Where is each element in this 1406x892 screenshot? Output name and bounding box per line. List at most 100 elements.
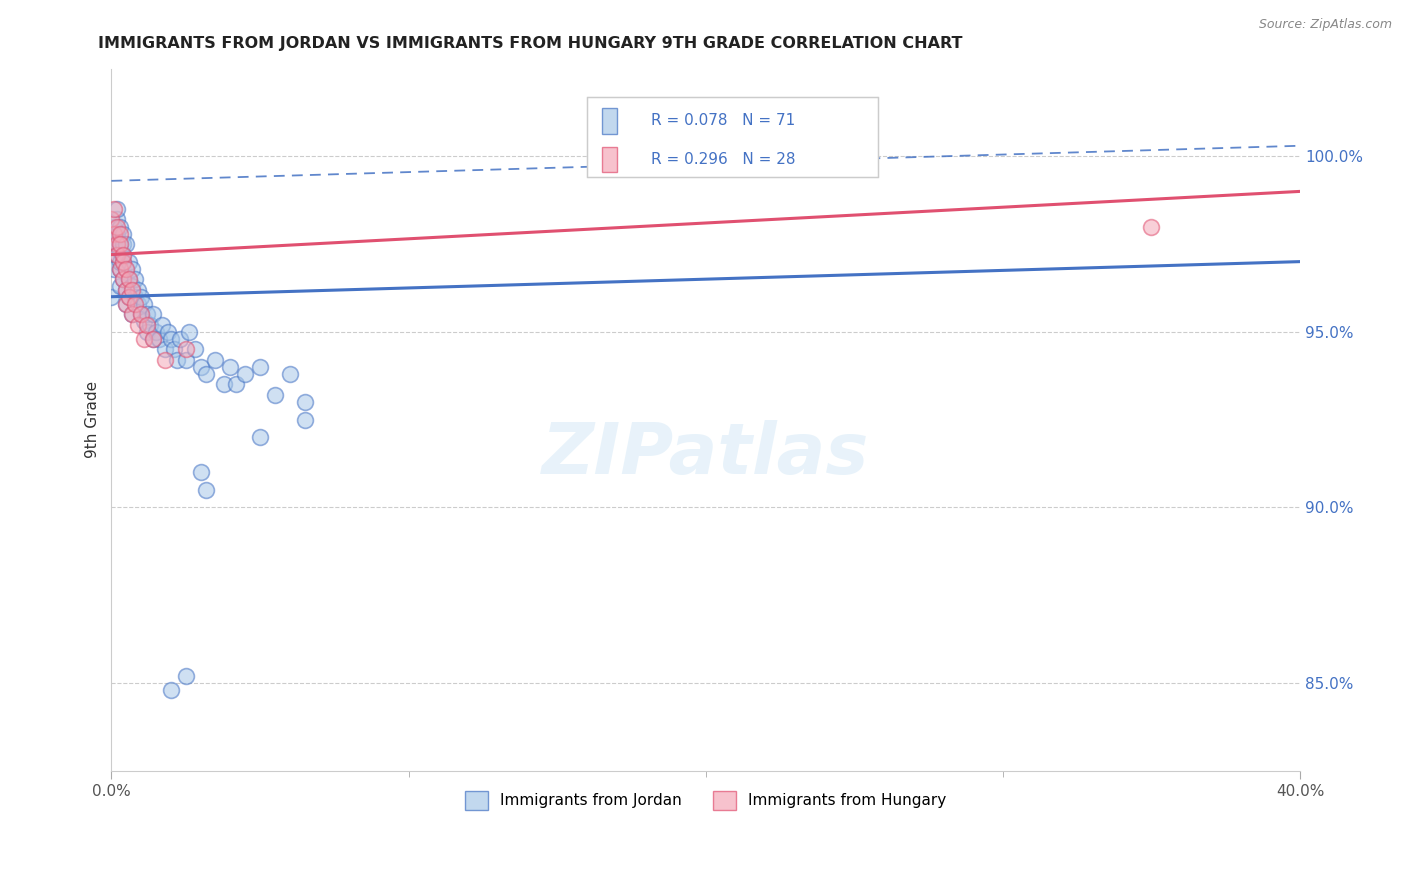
Point [105, 237, 128, 252]
Point [139, 318, 162, 332]
Point [156, 325, 179, 339]
Point [214, 377, 236, 392]
Point [142, 332, 165, 346]
Point [105, 202, 128, 216]
Point [100, 212, 122, 227]
Point [103, 202, 125, 216]
Point [132, 297, 155, 311]
Point [294, 412, 316, 426]
Point [118, 272, 141, 286]
Point [204, 352, 226, 367]
Point [110, 237, 132, 252]
Point [177, 325, 200, 339]
Point [195, 367, 218, 381]
Point [105, 212, 128, 227]
Point [115, 283, 138, 297]
Text: IMMIGRANTS FROM JORDAN VS IMMIGRANTS FROM HUNGARY 9TH GRADE CORRELATION CHART: IMMIGRANTS FROM JORDAN VS IMMIGRANTS FRO… [98, 36, 963, 51]
Point [110, 219, 132, 234]
Point [129, 307, 152, 321]
Point [195, 483, 218, 497]
Point [112, 247, 135, 261]
Point [121, 307, 143, 321]
Point [105, 227, 128, 241]
Point [121, 279, 143, 293]
Point [115, 261, 138, 276]
Point [121, 283, 143, 297]
Point [263, 388, 285, 402]
Point [142, 332, 165, 346]
Point [103, 261, 125, 276]
Point [233, 367, 256, 381]
Point [136, 318, 159, 332]
Point [160, 682, 183, 697]
Point [249, 430, 271, 444]
Point [121, 261, 143, 276]
Point [278, 367, 301, 381]
Point [153, 352, 176, 367]
Point [112, 272, 135, 286]
Point [110, 261, 132, 276]
Point [103, 227, 125, 241]
Point [110, 227, 132, 241]
Point [112, 272, 135, 286]
Point [150, 318, 173, 332]
Point [110, 254, 132, 268]
Point [112, 254, 135, 268]
Point [190, 359, 212, 374]
Point [105, 219, 128, 234]
Point [124, 272, 146, 286]
Point [153, 343, 176, 357]
Point [100, 290, 122, 304]
Point [112, 237, 135, 252]
Text: Source: ZipAtlas.com: Source: ZipAtlas.com [1258, 18, 1392, 31]
Point [190, 465, 212, 479]
Point [145, 325, 167, 339]
Point [294, 395, 316, 409]
Point [129, 307, 152, 321]
Point [112, 227, 135, 241]
Point [124, 290, 146, 304]
Point [132, 314, 155, 328]
Point [115, 237, 138, 252]
Point [118, 254, 141, 268]
Point [110, 261, 132, 276]
Point [121, 307, 143, 321]
Point [110, 237, 132, 252]
Point [174, 669, 197, 683]
Point [183, 343, 205, 357]
Point [127, 283, 149, 297]
Point [129, 290, 152, 304]
Point [115, 283, 138, 297]
Point [103, 219, 125, 234]
Point [118, 290, 141, 304]
Point [163, 343, 186, 357]
Point [105, 247, 128, 261]
Point [127, 297, 149, 311]
Point [115, 261, 138, 276]
Point [166, 352, 188, 367]
Text: ZIPatlas: ZIPatlas [543, 420, 869, 489]
Point [174, 343, 197, 357]
Point [103, 237, 125, 252]
Point [112, 254, 135, 268]
Legend: Immigrants from Jordan, Immigrants from Hungary: Immigrants from Jordan, Immigrants from … [460, 785, 952, 815]
Point [160, 332, 183, 346]
Point [174, 352, 197, 367]
Point [249, 359, 271, 374]
Y-axis label: 9th Grade: 9th Grade [86, 381, 100, 458]
Point [127, 318, 149, 332]
Point [225, 377, 247, 392]
Point [115, 297, 138, 311]
Point [169, 332, 191, 346]
Point [112, 247, 135, 261]
Point [136, 325, 159, 339]
Point [1140, 219, 1163, 234]
Point [110, 244, 132, 258]
Point [110, 279, 132, 293]
Point [105, 247, 128, 261]
Point [118, 272, 141, 286]
Point [148, 332, 170, 346]
Point [118, 290, 141, 304]
Point [142, 307, 165, 321]
Point [136, 307, 159, 321]
